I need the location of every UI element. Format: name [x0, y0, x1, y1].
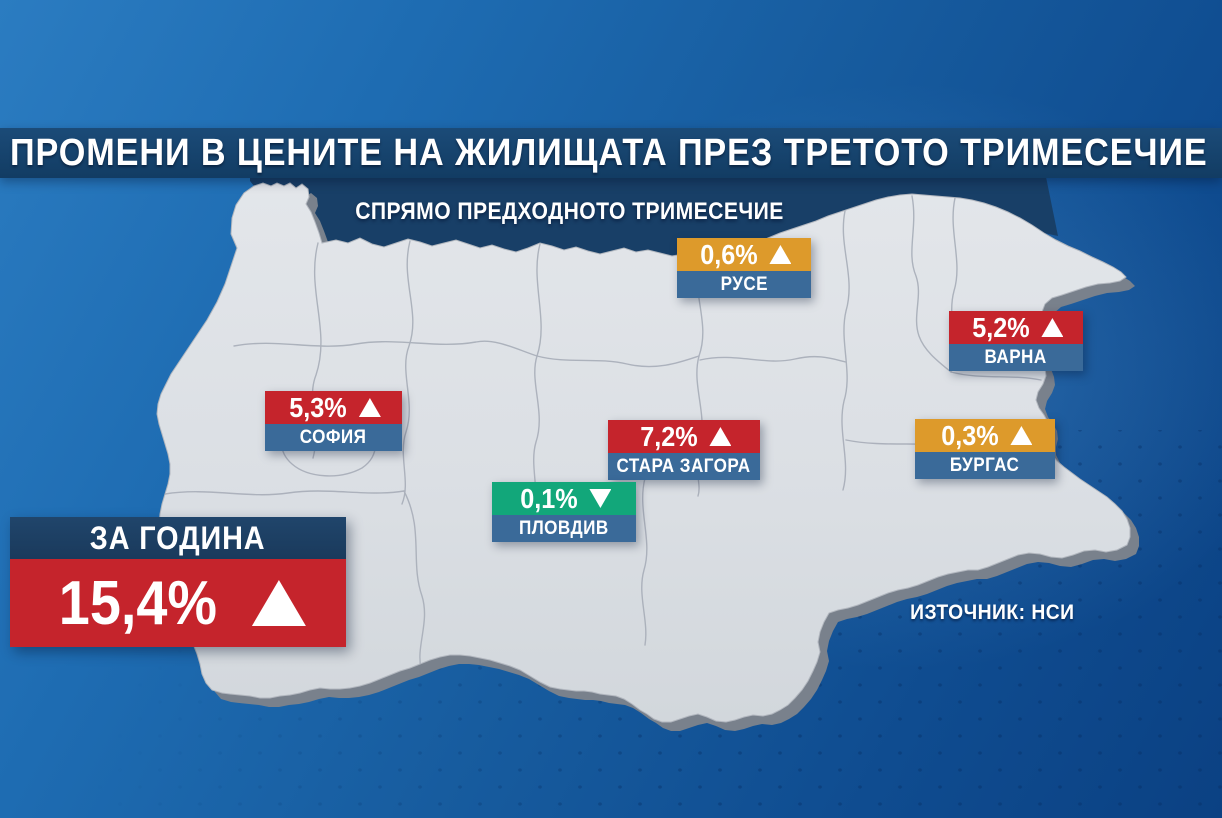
city-name-bar: БУРГАС [915, 452, 1055, 479]
city-name-bar: РУСЕ [677, 271, 811, 298]
city-label-varna: 5,2% ВАРНА [949, 311, 1083, 371]
value-box: 5,2% [949, 311, 1083, 344]
value-text: 0,6% [699, 238, 758, 270]
city-name-bar: ПЛОВДИВ [492, 515, 636, 542]
source-note: ИЗТОЧНИК: НСИ [910, 601, 1075, 624]
annual-label-bar: ЗА ГОДИНА [10, 517, 346, 559]
value-text: 0,1% [519, 482, 578, 514]
city-label-stara-zagora: 7,2% СТАРА ЗАГОРА [608, 420, 760, 480]
up-triangle-icon [769, 245, 792, 264]
up-triangle-icon [251, 580, 306, 626]
subtitle: СПРЯМО ПРЕДХОДНОТО ТРИМЕСЕЧИЕ [355, 198, 785, 225]
value-box: 0,3% [915, 419, 1055, 452]
city-name-bar: СОФИЯ [265, 424, 402, 451]
value-box: 0,6% [677, 238, 811, 271]
up-triangle-icon [358, 398, 381, 417]
city-label-plovdiv: 0,1% ПЛОВДИВ [492, 482, 636, 542]
down-triangle-icon [589, 489, 612, 508]
annual-value-bar: 15,4% [10, 559, 346, 647]
value-text: 0,3% [940, 419, 999, 451]
value-text: 7,2% [639, 420, 698, 452]
up-triangle-icon [1010, 426, 1033, 445]
page-title: ПРОМЕНИ В ЦЕНИТЕ НА ЖИЛИЩАТА ПРЕЗ ТРЕТОТ… [10, 131, 1208, 174]
value-box: 7,2% [608, 420, 760, 453]
title-bar: ПРОМЕНИ В ЦЕНИТЕ НА ЖИЛИЩАТА ПРЕЗ ТРЕТОТ… [0, 128, 1222, 178]
city-label-sofia: 5,3% СОФИЯ [265, 391, 402, 451]
value-box: 5,3% [265, 391, 402, 424]
annual-change-card: ЗА ГОДИНА 15,4% [10, 517, 346, 647]
city-label-burgas: 0,3% БУРГАС [915, 419, 1055, 479]
annual-value-text: 15,4% [58, 568, 218, 638]
up-triangle-icon [1041, 318, 1064, 337]
value-text: 5,2% [971, 311, 1030, 343]
value-text: 5,3% [289, 391, 347, 423]
up-triangle-icon [709, 427, 732, 446]
city-name-bar: СТАРА ЗАГОРА [608, 453, 760, 480]
city-name-bar: ВАРНА [949, 344, 1083, 371]
city-label-ruse: 0,6% РУСЕ [677, 238, 811, 298]
value-box: 0,1% [492, 482, 636, 515]
